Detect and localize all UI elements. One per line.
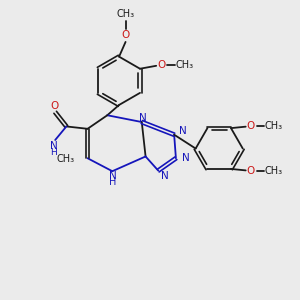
Text: CH₃: CH₃ — [264, 121, 282, 131]
Text: H: H — [109, 177, 117, 188]
Text: N: N — [50, 141, 58, 151]
Text: N: N — [160, 171, 168, 181]
Text: CH₃: CH₃ — [264, 166, 282, 176]
Text: CH₃: CH₃ — [56, 154, 74, 164]
Text: O: O — [158, 60, 166, 70]
Text: N: N — [140, 112, 147, 123]
Text: CH₃: CH₃ — [116, 9, 135, 19]
Text: CH₃: CH₃ — [175, 60, 193, 70]
Text: N: N — [179, 126, 187, 136]
Text: N: N — [182, 153, 190, 163]
Text: O: O — [50, 101, 59, 111]
Text: O: O — [247, 166, 255, 176]
Text: N: N — [109, 172, 117, 182]
Text: O: O — [122, 31, 130, 40]
Text: H: H — [50, 148, 57, 157]
Text: O: O — [247, 121, 255, 131]
